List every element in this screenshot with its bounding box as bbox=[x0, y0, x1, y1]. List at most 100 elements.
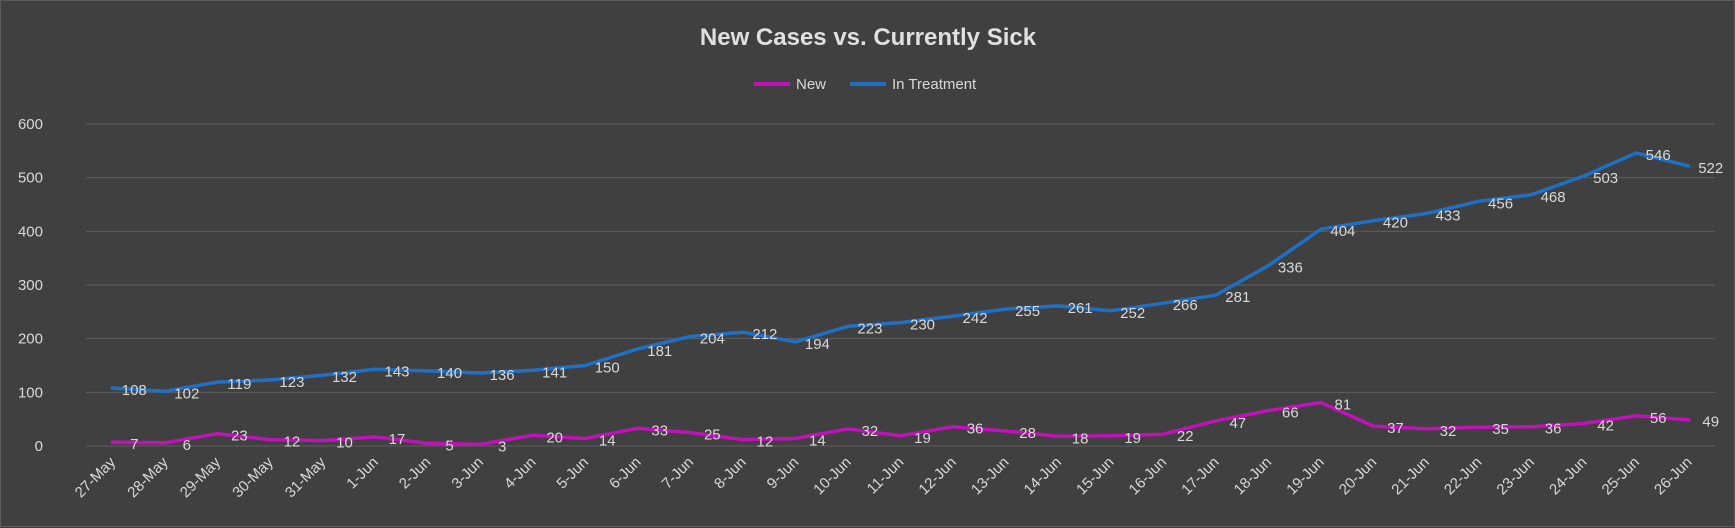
data-label-new: 49 bbox=[1702, 414, 1719, 431]
data-label-in-treatment: 141 bbox=[542, 364, 567, 381]
x-tick-label: 14-Jun bbox=[1021, 454, 1065, 498]
x-tick-label: 29-May bbox=[177, 453, 225, 501]
data-label-in-treatment: 150 bbox=[595, 360, 620, 377]
x-tick-label: 17-Jun bbox=[1178, 454, 1222, 498]
data-label-in-treatment: 266 bbox=[1173, 297, 1198, 314]
data-label-in-treatment: 433 bbox=[1435, 208, 1460, 225]
series-line-in-treatment bbox=[110, 151, 1691, 394]
data-label-new: 35 bbox=[1492, 421, 1509, 438]
gridlines bbox=[86, 123, 1715, 447]
data-label-new: 42 bbox=[1597, 417, 1614, 434]
x-tick-label: 10-Jun bbox=[810, 454, 854, 498]
data-label-new: 3 bbox=[498, 438, 506, 455]
legend: New In Treatment bbox=[754, 76, 977, 93]
data-label-in-treatment: 102 bbox=[174, 385, 199, 402]
legend-label-in-treatment: In Treatment bbox=[892, 76, 977, 93]
data-label-in-treatment: 404 bbox=[1330, 223, 1355, 240]
data-label-new: 6 bbox=[183, 437, 191, 454]
x-axis: 27-May 28-May 29-May 30-May 31-May 1-Jun 2-Jun… bbox=[72, 453, 1696, 501]
x-tick-label: 25-Jun bbox=[1599, 454, 1643, 498]
data-label-new: 17 bbox=[389, 431, 406, 448]
data-label-in-treatment: 136 bbox=[490, 367, 515, 384]
series-line-new bbox=[110, 400, 1691, 447]
x-tick-label: 7-Jun bbox=[659, 454, 698, 493]
x-tick-label: 6-Jun bbox=[606, 454, 645, 493]
x-tick-label: 5-Jun bbox=[553, 454, 592, 493]
data-label-in-treatment: 456 bbox=[1488, 195, 1513, 212]
x-tick-label: 2-Jun bbox=[396, 454, 435, 493]
data-label-in-treatment: 212 bbox=[752, 326, 777, 343]
data-label-in-treatment: 336 bbox=[1278, 260, 1303, 277]
x-tick-label: 20-Jun bbox=[1336, 454, 1380, 498]
data-label-in-treatment: 108 bbox=[122, 382, 147, 399]
x-tick-label: 8-Jun bbox=[711, 454, 750, 493]
data-label-in-treatment: 242 bbox=[963, 310, 988, 327]
data-label-new: 19 bbox=[1124, 430, 1141, 447]
x-tick-label: 28-May bbox=[124, 453, 172, 501]
data-label-new: 32 bbox=[862, 423, 879, 440]
y-tick-label: 600 bbox=[18, 116, 43, 133]
data-label-new: 56 bbox=[1650, 410, 1667, 427]
data-label-new: 14 bbox=[599, 432, 616, 449]
data-label-in-treatment: 181 bbox=[647, 343, 672, 360]
data-label-new: 19 bbox=[914, 430, 931, 447]
x-tick-label: 13-Jun bbox=[968, 454, 1012, 498]
data-label-in-treatment: 252 bbox=[1120, 305, 1145, 322]
data-label-in-treatment: 230 bbox=[910, 317, 935, 334]
y-tick-label: 100 bbox=[18, 384, 43, 401]
data-label-in-treatment: 522 bbox=[1698, 160, 1723, 177]
data-label-in-treatment: 468 bbox=[1541, 189, 1566, 206]
data-label-in-treatment: 255 bbox=[1015, 303, 1040, 320]
y-tick-label: 200 bbox=[18, 331, 43, 348]
y-tick-label: 500 bbox=[18, 170, 43, 187]
legend-label-new: New bbox=[796, 76, 826, 93]
data-label-new: 7 bbox=[130, 436, 138, 453]
x-tick-label: 27-May bbox=[72, 453, 120, 501]
data-label-new: 36 bbox=[967, 421, 984, 438]
x-tick-label: 9-Jun bbox=[764, 454, 803, 493]
data-label-new: 12 bbox=[757, 434, 774, 451]
x-tick-label: 30-May bbox=[229, 453, 277, 501]
x-tick-label: 1-Jun bbox=[343, 454, 382, 493]
data-label-new: 12 bbox=[284, 434, 301, 451]
x-tick-label: 26-Jun bbox=[1651, 454, 1695, 498]
x-tick-label: 15-Jun bbox=[1073, 454, 1117, 498]
y-axis: 0 100 200 300 400 500 600 bbox=[18, 116, 43, 455]
data-label-in-treatment: 503 bbox=[1593, 170, 1618, 187]
x-tick-label: 31-May bbox=[282, 453, 330, 501]
x-tick-label: 12-Jun bbox=[915, 454, 959, 498]
y-tick-label: 400 bbox=[18, 223, 43, 240]
data-label-in-treatment: 261 bbox=[1068, 300, 1093, 317]
data-label-in-treatment: 223 bbox=[857, 320, 882, 337]
plot-series bbox=[110, 151, 1691, 447]
data-labels: 7 6 23 12 10 17 5 3 20 14 33 25 12 14 32 19 36 28 18 19 22 47… bbox=[122, 147, 1723, 455]
data-label-new: 33 bbox=[651, 422, 668, 439]
data-label-new: 25 bbox=[704, 427, 721, 444]
data-label-new: 14 bbox=[809, 432, 826, 449]
data-label-new: 36 bbox=[1545, 421, 1562, 438]
data-label-new: 22 bbox=[1177, 428, 1194, 445]
data-label-new: 18 bbox=[1072, 430, 1089, 447]
y-tick-label: 0 bbox=[35, 438, 43, 455]
data-label-new: 5 bbox=[445, 437, 453, 454]
x-tick-label: 19-Jun bbox=[1283, 454, 1327, 498]
data-label-new: 37 bbox=[1387, 420, 1404, 437]
data-label-in-treatment: 143 bbox=[385, 363, 410, 380]
x-tick-label: 4-Jun bbox=[501, 454, 540, 493]
x-tick-label: 24-Jun bbox=[1546, 454, 1590, 498]
data-label-new: 23 bbox=[231, 428, 248, 445]
data-label-in-treatment: 204 bbox=[700, 331, 725, 348]
data-label-in-treatment: 119 bbox=[227, 376, 251, 393]
data-label-new: 20 bbox=[546, 429, 563, 446]
data-label-new: 32 bbox=[1440, 423, 1457, 440]
data-label-in-treatment: 281 bbox=[1225, 289, 1250, 306]
x-tick-label: 3-Jun bbox=[448, 454, 487, 493]
data-label-in-treatment: 546 bbox=[1646, 147, 1671, 164]
data-label-new: 10 bbox=[336, 435, 353, 452]
data-label-in-treatment: 132 bbox=[332, 369, 357, 386]
data-label-in-treatment: 194 bbox=[805, 336, 830, 353]
x-tick-label: 22-Jun bbox=[1441, 454, 1485, 498]
data-label-new: 47 bbox=[1229, 415, 1246, 432]
